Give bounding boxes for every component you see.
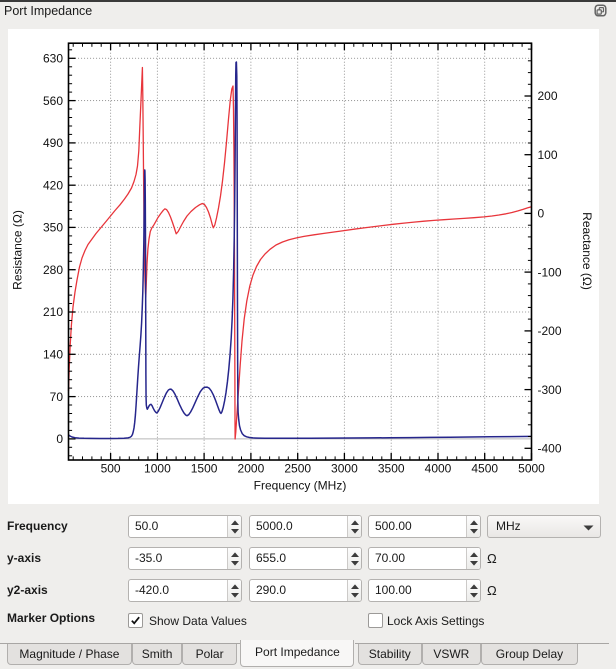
svg-text:-200: -200	[538, 324, 562, 338]
svg-text:0: 0	[56, 432, 63, 446]
svg-text:70: 70	[50, 390, 64, 404]
svg-text:630: 630	[43, 52, 63, 66]
svg-text:350: 350	[43, 221, 63, 235]
svg-text:-400: -400	[538, 442, 562, 456]
svg-text:Reactance (Ω): Reactance (Ω)	[580, 212, 594, 290]
svg-text:-300: -300	[538, 383, 562, 397]
svg-text:1500: 1500	[191, 462, 218, 476]
svg-text:3500: 3500	[378, 462, 405, 476]
svg-text:0: 0	[538, 207, 545, 221]
svg-text:5000: 5000	[518, 462, 545, 476]
svg-text:1000: 1000	[144, 462, 171, 476]
svg-text:Frequency (MHz): Frequency (MHz)	[254, 479, 347, 493]
svg-text:490: 490	[43, 136, 63, 150]
svg-text:Resistance (Ω): Resistance (Ω)	[11, 210, 25, 290]
svg-text:200: 200	[538, 89, 558, 103]
svg-text:140: 140	[43, 348, 63, 362]
svg-text:4000: 4000	[425, 462, 452, 476]
svg-text:2000: 2000	[238, 462, 265, 476]
svg-text:2500: 2500	[284, 462, 311, 476]
svg-text:210: 210	[43, 305, 63, 319]
svg-text:500: 500	[101, 462, 121, 476]
svg-text:-100: -100	[538, 265, 562, 279]
svg-text:4500: 4500	[471, 462, 498, 476]
svg-text:100: 100	[538, 148, 558, 162]
svg-text:420: 420	[43, 178, 63, 192]
svg-text:280: 280	[43, 263, 63, 277]
svg-text:3000: 3000	[331, 462, 358, 476]
svg-text:560: 560	[43, 94, 63, 108]
